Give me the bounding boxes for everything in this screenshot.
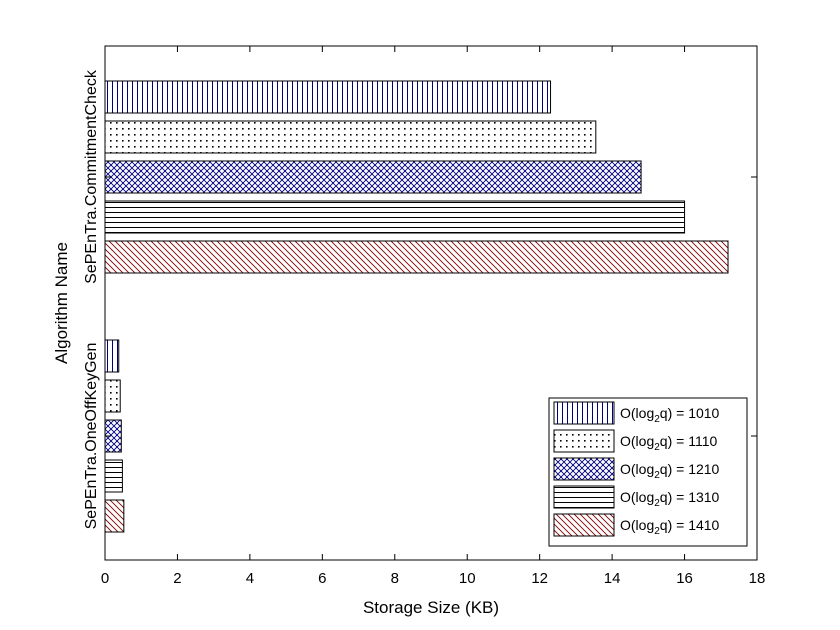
- x-tick-label: 2: [173, 570, 181, 587]
- x-tick-label: 16: [676, 570, 693, 587]
- category-label-commitmentcheck: SePEnTra.CommitmentCheck: [83, 69, 100, 284]
- legend-swatch: [553, 457, 615, 481]
- legend-label: O(log2q) = 1110: [620, 433, 717, 453]
- legend-swatch: [553, 485, 615, 509]
- legend-swatch: [553, 429, 615, 453]
- legend-label: O(log2q) = 1210: [620, 461, 720, 481]
- legend-label: O(log2q) = 1410: [620, 517, 720, 537]
- bar-commitmentcheck-series-1: [104, 80, 552, 114]
- legend-label: O(log2q) = 1010: [620, 405, 720, 425]
- x-tick-label: 14: [604, 570, 621, 587]
- legend-swatch: [553, 401, 615, 425]
- bar-commitmentcheck-series-4: [104, 200, 686, 234]
- bars-group: [104, 80, 729, 533]
- x-tick-label: 6: [318, 570, 326, 587]
- x-tick-label: 8: [391, 570, 399, 587]
- x-tick-label: 0: [101, 570, 109, 587]
- legend: O(log2q) = 1010 O(log2q) = 1110 O(log2q) =…: [548, 397, 748, 547]
- y-axis-label: Algorithm Name: [52, 242, 71, 364]
- x-axis-label: Storage Size (KB): [363, 598, 499, 617]
- bar-commitmentcheck-series-3: [104, 160, 642, 194]
- x-tick-label: 4: [246, 570, 254, 587]
- ticks-group: 0 2 4 6 8 10 12 14 16 18: [101, 46, 766, 587]
- x-tick-label: 12: [531, 570, 548, 587]
- bar-oneoffkeygen-series-4: [104, 459, 123, 493]
- bar-oneoffkeygen-series-2: [104, 379, 121, 413]
- bar-commitmentcheck-series-5: [104, 240, 729, 274]
- bar-commitmentcheck-series-2: [104, 120, 597, 154]
- x-tick-label: 18: [749, 570, 766, 587]
- bar-oneoffkeygen-series-5: [104, 499, 125, 533]
- bar-oneoffkeygen-series-1: [104, 339, 120, 373]
- legend-label: O(log2q) = 1310: [620, 489, 720, 509]
- legend-swatch: [553, 513, 615, 537]
- x-tick-label: 10: [459, 570, 476, 587]
- category-label-oneoffkeygen: SePEnTra.OneOffKeyGen: [83, 343, 100, 530]
